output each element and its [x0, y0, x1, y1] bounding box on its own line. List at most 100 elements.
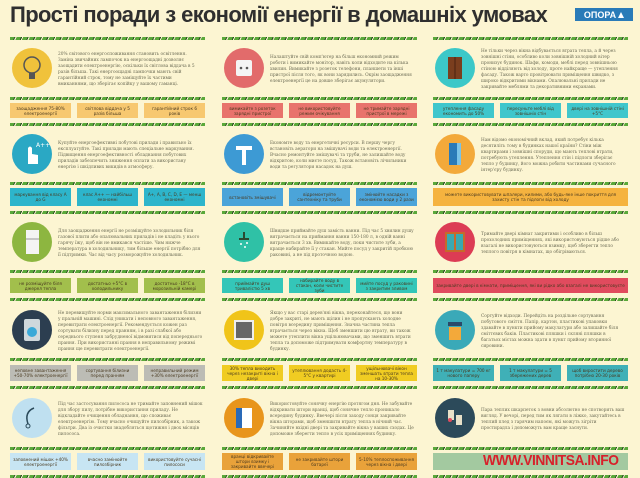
- fact-chips: [433, 453, 628, 470]
- lightbulb-icon: [12, 48, 52, 88]
- fact-chip: 30% тепла виходить через незакриті вікна…: [222, 365, 283, 381]
- fact-chip: A+, A, B, C, D, E — менш економні: [144, 188, 205, 206]
- fact-chips: утеплення фасаду економить до 50% пересун…: [433, 103, 628, 118]
- tip-text: Не тільки через вікна відбувається втрат…: [481, 49, 618, 90]
- fact-chip: не використовуйте режим очікування: [289, 103, 350, 118]
- fact-chip: пересуньте меблі від зовнішніх стін: [500, 103, 561, 118]
- tip-text: Швидше приймайте душ замість ванни. Під …: [270, 229, 414, 258]
- divider: [433, 123, 628, 126]
- tip-text: Купуйте енергоефективні побутові прилади…: [58, 141, 194, 170]
- fact-chip: вимикайте з розеток зарядні пристрої: [222, 103, 283, 118]
- socks-icon: [435, 398, 475, 438]
- divider: [222, 358, 417, 361]
- divider: [222, 211, 417, 214]
- fact-chips: не розміщуйте біля джерел тепла достатньо…: [10, 278, 205, 293]
- tip-text: Не перевищуйте норми максимального заван…: [58, 311, 203, 352]
- fact-chip: використовуйте сучасні пилососи: [144, 453, 205, 470]
- divider: [10, 298, 205, 301]
- fact-chip: достатньо -18°C в морозильній камері: [144, 278, 205, 293]
- window-icon: [435, 222, 475, 262]
- divider: [433, 298, 628, 301]
- watermark: WWW.VINNITSA.INFO: [483, 452, 619, 469]
- fact-chip: приймайте душ тривалістю 5 хв: [222, 278, 283, 293]
- fact-chip: гарантійний строк 6 років: [144, 103, 205, 118]
- divider: [222, 97, 417, 100]
- fact-chip: 1 т макулатури = 5 збережених дерев: [500, 365, 561, 381]
- fact-chip: 1 т макулатури = 700 кг нового паперу: [433, 365, 494, 381]
- divider: [433, 211, 628, 214]
- fact-chip: вчасно замінюйте пилозбірник: [77, 453, 138, 470]
- page-title: Прості поради з економії енергії в домаш…: [10, 2, 548, 27]
- window-frame-icon: [224, 310, 264, 350]
- fact-chip: сортування білизни перед пранням: [77, 365, 138, 381]
- fact-chips: 1 т макулатури = 700 кг нового паперу 1 т…: [433, 365, 628, 381]
- divider: [10, 123, 205, 126]
- divider: [433, 270, 628, 273]
- fact-chip: світлова віддача у 5 разів більша: [77, 103, 138, 118]
- fact-chip: відремонтуйте сантехніку та труби: [289, 188, 350, 206]
- tip-text: Якщо у вас старі дерев'яні вікна, переко…: [270, 311, 411, 352]
- fact-chip: змінюйте насадки з економією води у 2 ра…: [356, 188, 417, 206]
- divider: [222, 123, 417, 126]
- divider: [10, 270, 205, 273]
- tip-text: Пара теплих шкарпеток з вовни абсолютно …: [481, 408, 625, 431]
- fact-chip: не розміщуйте біля джерел тепла: [10, 278, 71, 293]
- shower-icon: [224, 222, 264, 262]
- vacuum-cleaner-icon: [12, 398, 52, 438]
- fact-chip: не закривайте штори батареї: [289, 453, 350, 470]
- divider: [433, 358, 628, 361]
- fact-chip: вранці відкривайте штори взимку і закрив…: [222, 453, 283, 470]
- socket-icon: [224, 48, 264, 88]
- divider: [433, 37, 628, 40]
- fact-chip: неправильний режим +30% електроенергії: [144, 365, 205, 381]
- divider: [10, 211, 205, 214]
- washing-machine-icon: [12, 310, 52, 350]
- fact-chips: приймайте душ тривалістю 5 хв набирайте в…: [222, 278, 417, 293]
- fact-chip: [433, 453, 628, 470]
- fact-chip: достатньо +5°C в холодильнику: [77, 278, 138, 293]
- divider: [222, 298, 417, 301]
- fact-chip: мийте посуд у раковині з закритим зливом: [356, 278, 417, 293]
- divider: [222, 386, 417, 389]
- fact-chip: 5-10% теплоспоживання через вікна і двер…: [356, 453, 417, 470]
- logo-triangle-icon: [618, 11, 625, 18]
- fact-chips: можете використовувати шпалери, килими, …: [433, 188, 628, 206]
- fact-chip: неповне завантаження +50-70% електроенер…: [10, 365, 71, 381]
- tip-text: 20% світового енергоспоживання становить…: [58, 52, 195, 87]
- tip-text: Сортуйте відходи. Перейдіть на роздільне…: [481, 314, 619, 349]
- fact-chip: щоб виростити дерево потрібно 20-30 рокі…: [567, 365, 628, 381]
- opora-logo[interactable]: ОПОРА: [575, 8, 633, 21]
- divider: [10, 358, 205, 361]
- divider: [222, 447, 417, 450]
- divider: [10, 386, 205, 389]
- fact-chip: утеплювання додасть 4-5°C у квартирі: [289, 365, 350, 381]
- divider: [222, 37, 417, 40]
- fact-chip: маркування від класу A до G: [10, 188, 71, 206]
- divider: [222, 182, 417, 185]
- fact-chip: не тримайте зарядні пристрої в мережі: [356, 103, 417, 118]
- fact-chip: заощадження 75-80% електроенергії: [10, 103, 71, 118]
- divider: [222, 270, 417, 273]
- divider: [10, 37, 205, 40]
- fact-chip: встановіть змішувачі: [222, 188, 283, 206]
- tip-text: Для заощадження енергії не розміщуйте хо…: [58, 229, 201, 258]
- divider: [10, 182, 205, 185]
- fact-chips: встановіть змішувачі відремонтуйте сантех…: [222, 188, 417, 206]
- fact-chips: 30% тепла виходить через незакриті вікна…: [222, 365, 417, 381]
- tip-text: Використовуйте сонячну енергію протягом …: [270, 402, 414, 437]
- recycle-bin-icon: [435, 310, 475, 350]
- tip-text: Тримайте двері кімнат закритими і особли…: [481, 232, 619, 255]
- tip-text: Економте воду та енергетичні ресурси. В …: [270, 141, 407, 170]
- fact-chips: маркування від класу A до G клас A++ — на…: [10, 188, 205, 206]
- insulation-icon: [435, 134, 475, 174]
- fact-chips: заощадження 75-80% електроенергії світлов…: [10, 103, 205, 118]
- tip-text: Нам відомо економічний вклад, який потре…: [481, 138, 616, 173]
- tip-text: Під час застосування пилососа не тримайт…: [58, 402, 203, 437]
- fact-chip: набирайте воду в стакан, коли чистите зу…: [289, 278, 350, 293]
- sink-icon: [224, 134, 264, 174]
- divider: [10, 447, 205, 450]
- tip-text: Налаштуйте свій комп'ютер на більш еконо…: [270, 55, 412, 84]
- fridge-icon: [12, 222, 52, 262]
- divider: [433, 386, 628, 389]
- fact-chip: двері на зовнішній стіні +5°C: [567, 103, 628, 118]
